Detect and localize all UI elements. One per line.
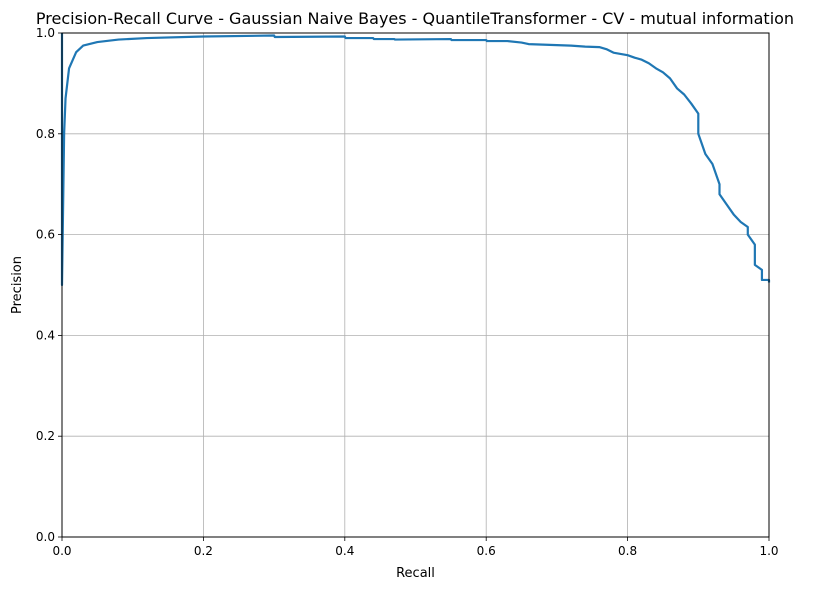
y-tick-label: 0.4 — [36, 328, 55, 342]
x-tick-label: 0.6 — [477, 544, 496, 558]
y-tick-label: 0.8 — [36, 127, 55, 141]
axes-frame — [61, 32, 770, 538]
x-tick-label: 0.2 — [194, 544, 213, 558]
y-tick-label: 0.2 — [36, 429, 55, 443]
ticks: 0.0 0.2 0.4 0.6 0.8 1.0 0.0 0.2 0.4 0.6 0.8 1.0 — [36, 26, 779, 558]
x-tick-label: 0.4 — [335, 544, 354, 558]
x-tick-label: 1.0 — [759, 544, 778, 558]
precision-recall-line — [60, 33, 771, 287]
y-axis-label: Precision — [10, 256, 25, 314]
y-tick-label: 1.0 — [36, 26, 55, 40]
x-tick-label: 0.0 — [52, 544, 71, 558]
chart-title: Precision-Recall Curve - Gaussian Naive … — [36, 9, 794, 28]
y-tick-label: 0.6 — [36, 228, 55, 242]
x-tick-label: 0.8 — [618, 544, 637, 558]
y-tick-label: 0.0 — [36, 530, 55, 544]
plot-area — [60, 33, 771, 287]
x-axis-label: Recall — [396, 566, 435, 581]
